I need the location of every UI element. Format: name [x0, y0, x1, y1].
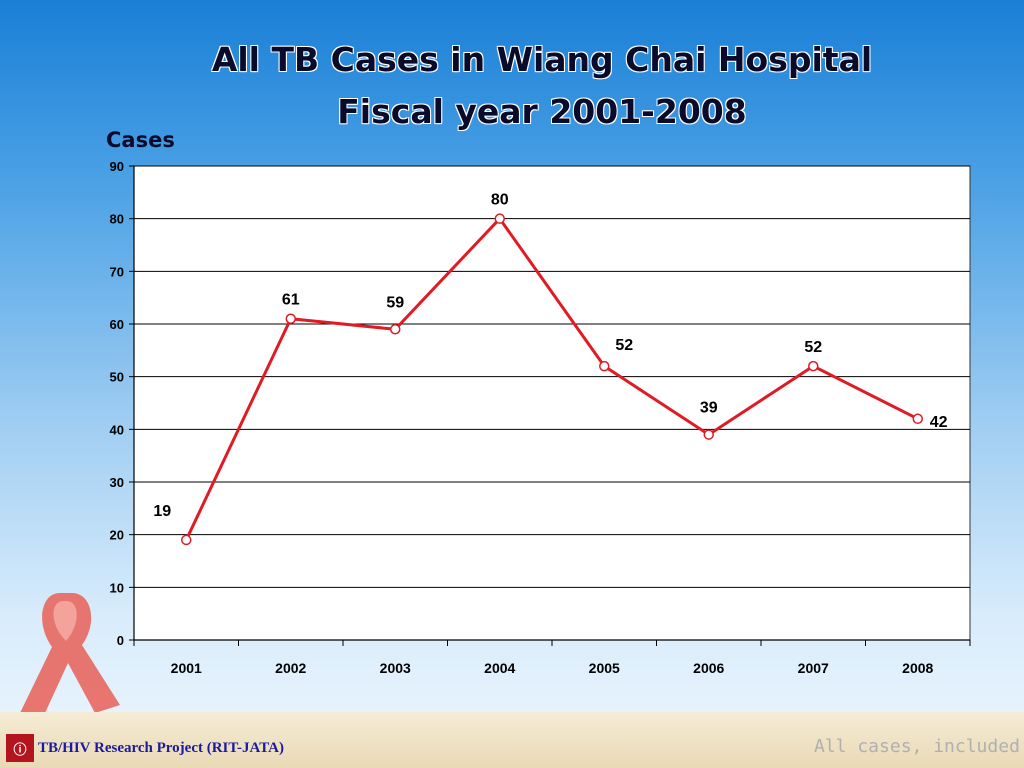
y-tick-label: 0 — [117, 633, 124, 648]
y-tick-label: 30 — [110, 475, 124, 490]
data-label: 59 — [386, 294, 404, 311]
plot-area — [133, 165, 971, 641]
x-tick-label: 2006 — [693, 660, 724, 676]
x-tick-label: 2005 — [589, 660, 620, 676]
data-label: 42 — [930, 414, 948, 431]
series-line — [184, 216, 919, 541]
data-label: 19 — [153, 503, 171, 520]
data-point — [494, 213, 505, 224]
y-tick-label: 60 — [110, 317, 124, 332]
data-label: 80 — [491, 192, 509, 209]
data-point — [808, 360, 819, 372]
y-axis-label: Cases — [106, 128, 175, 152]
y-tick-label: 50 — [110, 370, 124, 385]
chart-title-line-2: Fiscal year 2001-2008 — [337, 92, 747, 131]
data-label: 39 — [700, 400, 718, 417]
footer-note: All cases, included T — [814, 736, 1024, 757]
footer-project: ⓘ TB/HIV Research Project (RIT-JATA) — [6, 734, 284, 762]
y-tick-label: 10 — [110, 580, 124, 595]
y-tick-label: 70 — [110, 264, 124, 279]
x-tick-label: 2008 — [902, 660, 933, 676]
data-label: 52 — [804, 339, 822, 356]
project-logo-icon: ⓘ — [6, 734, 34, 762]
x-tick-label: 2007 — [798, 660, 829, 676]
data-label: 52 — [615, 337, 633, 354]
x-tick-label: 2003 — [380, 660, 411, 676]
awareness-ribbon-icon — [20, 593, 120, 713]
data-point — [390, 324, 401, 335]
chart-title-line-1: All TB Cases in Wiang Chai Hospital — [211, 40, 873, 79]
x-tick-label: 2004 — [484, 660, 515, 676]
footer-project-text: TB/HIV Research Project (RIT-JATA) — [38, 739, 284, 756]
x-tick-label: 2001 — [171, 660, 202, 676]
y-tick-label: 20 — [110, 528, 124, 543]
data-label: 61 — [282, 292, 300, 309]
y-tick-label: 40 — [110, 422, 124, 437]
data-point — [181, 534, 192, 546]
data-point — [703, 429, 714, 440]
x-tick-label: 2002 — [275, 660, 306, 676]
y-tick-label: 90 — [110, 159, 124, 174]
y-tick-label: 80 — [110, 212, 124, 227]
footer-band — [0, 712, 1024, 768]
data-point — [912, 413, 923, 425]
data-point — [599, 360, 610, 372]
chart-title: All TB Cases in Wiang Chai Hospital Fisc… — [0, 34, 1024, 138]
data-point — [285, 313, 296, 324]
